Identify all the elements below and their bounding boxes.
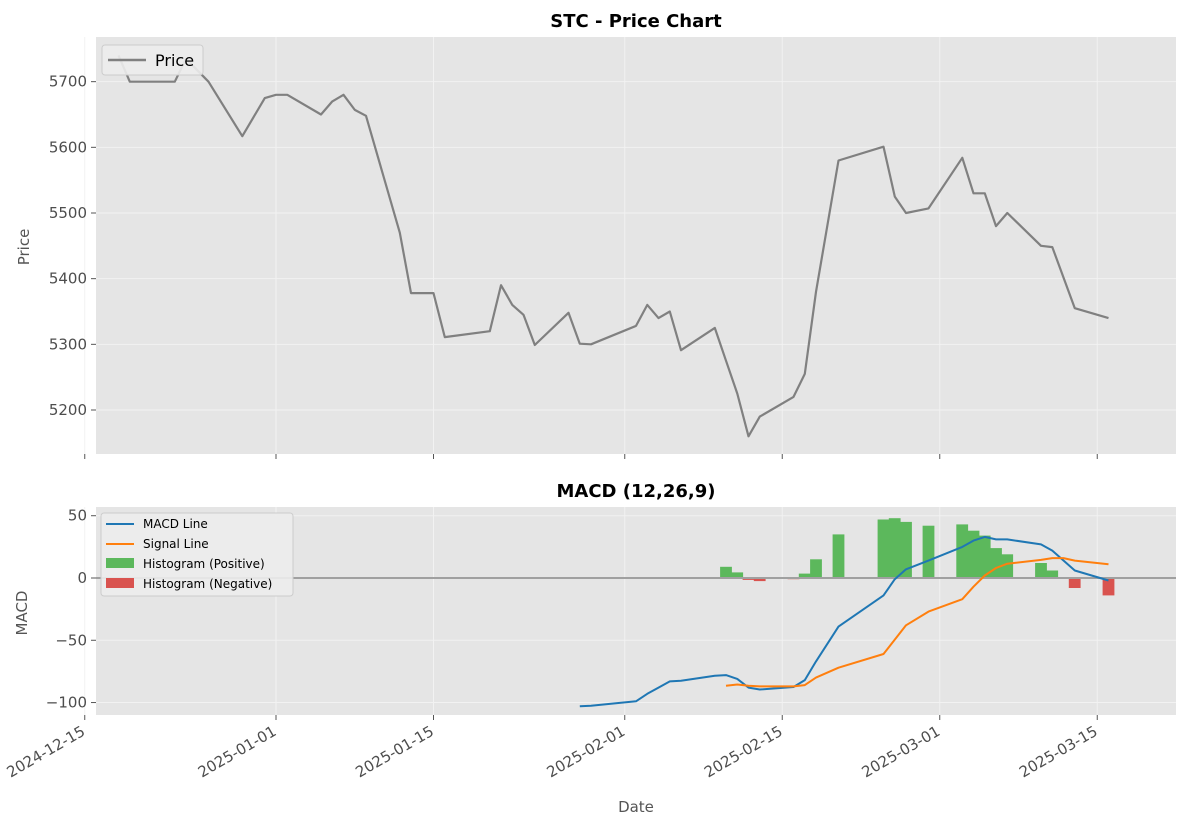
price-x-tick-marks xyxy=(84,454,1098,459)
price-y-tick-label: 5200 xyxy=(49,401,87,419)
x-axis-label: Date xyxy=(618,798,654,816)
histogram-bar-positive xyxy=(956,524,969,578)
histogram-bar-positive xyxy=(967,530,980,578)
macd-legend-label-positive: Histogram (Positive) xyxy=(143,557,265,571)
signal-line xyxy=(725,557,1109,688)
macd-legend: MACD Line Signal Line Histogram (Positiv… xyxy=(100,512,294,597)
histogram-bar-positive xyxy=(877,519,890,578)
price-y-tick-label: 5600 xyxy=(49,138,87,156)
histogram-bar-positive xyxy=(1001,554,1014,578)
histogram-bar-positive xyxy=(798,573,811,578)
macd-legend-label-signal: Signal Line xyxy=(143,537,209,551)
macd-legend-label-negative: Histogram (Negative) xyxy=(143,577,272,591)
histogram-bar-positive xyxy=(1046,570,1059,578)
price-chart-title: STC - Price Chart xyxy=(550,11,722,32)
x-tick-label: 2025-02-15 xyxy=(701,722,786,781)
histogram-bar-negative xyxy=(1068,578,1081,588)
histogram-bar-positive xyxy=(720,566,732,578)
macd-panel: −100 −50 0 50 2024-12-15 2025-01-01 2025-01-1… xyxy=(4,481,1176,816)
histogram-bar-positive xyxy=(888,518,901,578)
histogram-bar-positive xyxy=(900,521,912,578)
price-line xyxy=(117,54,1109,438)
macd-y-ticks: −100 −50 0 50 xyxy=(46,507,96,712)
macd-lines xyxy=(579,535,1109,708)
price-y-axis-label: Price xyxy=(15,229,33,266)
macd-y-tick-label: −100 xyxy=(46,694,87,712)
macd-x-ticks: 2024-12-15 2025-01-01 2025-01-15 2025-02-01… xyxy=(4,715,1101,781)
histogram-bar-positive xyxy=(990,548,1002,578)
price-grid xyxy=(84,37,1176,454)
price-y-ticks: 5200 5300 5400 5500 5600 5700 xyxy=(49,73,96,419)
price-y-tick-label: 5300 xyxy=(49,335,87,353)
price-legend: Price xyxy=(101,44,204,76)
price-y-tick-label: 5700 xyxy=(49,73,87,91)
x-tick-label: 2024-12-15 xyxy=(4,722,89,781)
price-y-tick-label: 5500 xyxy=(49,204,87,222)
histogram-bar-negative xyxy=(1102,578,1115,596)
x-tick-label: 2025-02-01 xyxy=(544,722,629,781)
histogram-bar-positive xyxy=(810,559,822,578)
histogram-bar-positive xyxy=(978,535,991,578)
histogram-bar-positive xyxy=(832,534,845,578)
macd-legend-swatch-positive xyxy=(106,558,134,568)
price-legend-label: Price xyxy=(155,51,194,70)
price-plot-background xyxy=(96,37,1176,454)
x-tick-label: 2025-03-15 xyxy=(1016,722,1101,781)
histogram-bar-positive xyxy=(922,525,935,578)
macd-y-tick-label: 0 xyxy=(77,569,87,587)
macd-y-tick-label: 50 xyxy=(68,507,87,525)
x-tick-label: 2025-03-01 xyxy=(859,722,944,781)
price-series xyxy=(117,54,1109,438)
macd-legend-swatch-negative xyxy=(106,578,134,588)
macd-chart-title: MACD (12,26,9) xyxy=(556,481,715,502)
x-tick-label: 2025-01-15 xyxy=(352,722,437,781)
macd-legend-box xyxy=(100,512,294,597)
price-panel: 5200 5300 5400 5500 5600 5700 STC - Price Cha… xyxy=(15,11,1176,459)
price-legend-box xyxy=(101,44,204,76)
macd-line xyxy=(579,535,1109,708)
histogram-bar-positive xyxy=(731,572,744,578)
macd-legend-label-macd: MACD Line xyxy=(143,517,208,531)
histogram-bar-negative xyxy=(753,578,766,582)
macd-y-axis-label: MACD xyxy=(13,591,31,636)
price-y-tick-label: 5400 xyxy=(49,270,87,288)
macd-y-tick-label: −50 xyxy=(55,631,87,649)
histogram-bar-positive xyxy=(1035,563,1047,578)
x-tick-label: 2025-01-01 xyxy=(195,722,280,781)
